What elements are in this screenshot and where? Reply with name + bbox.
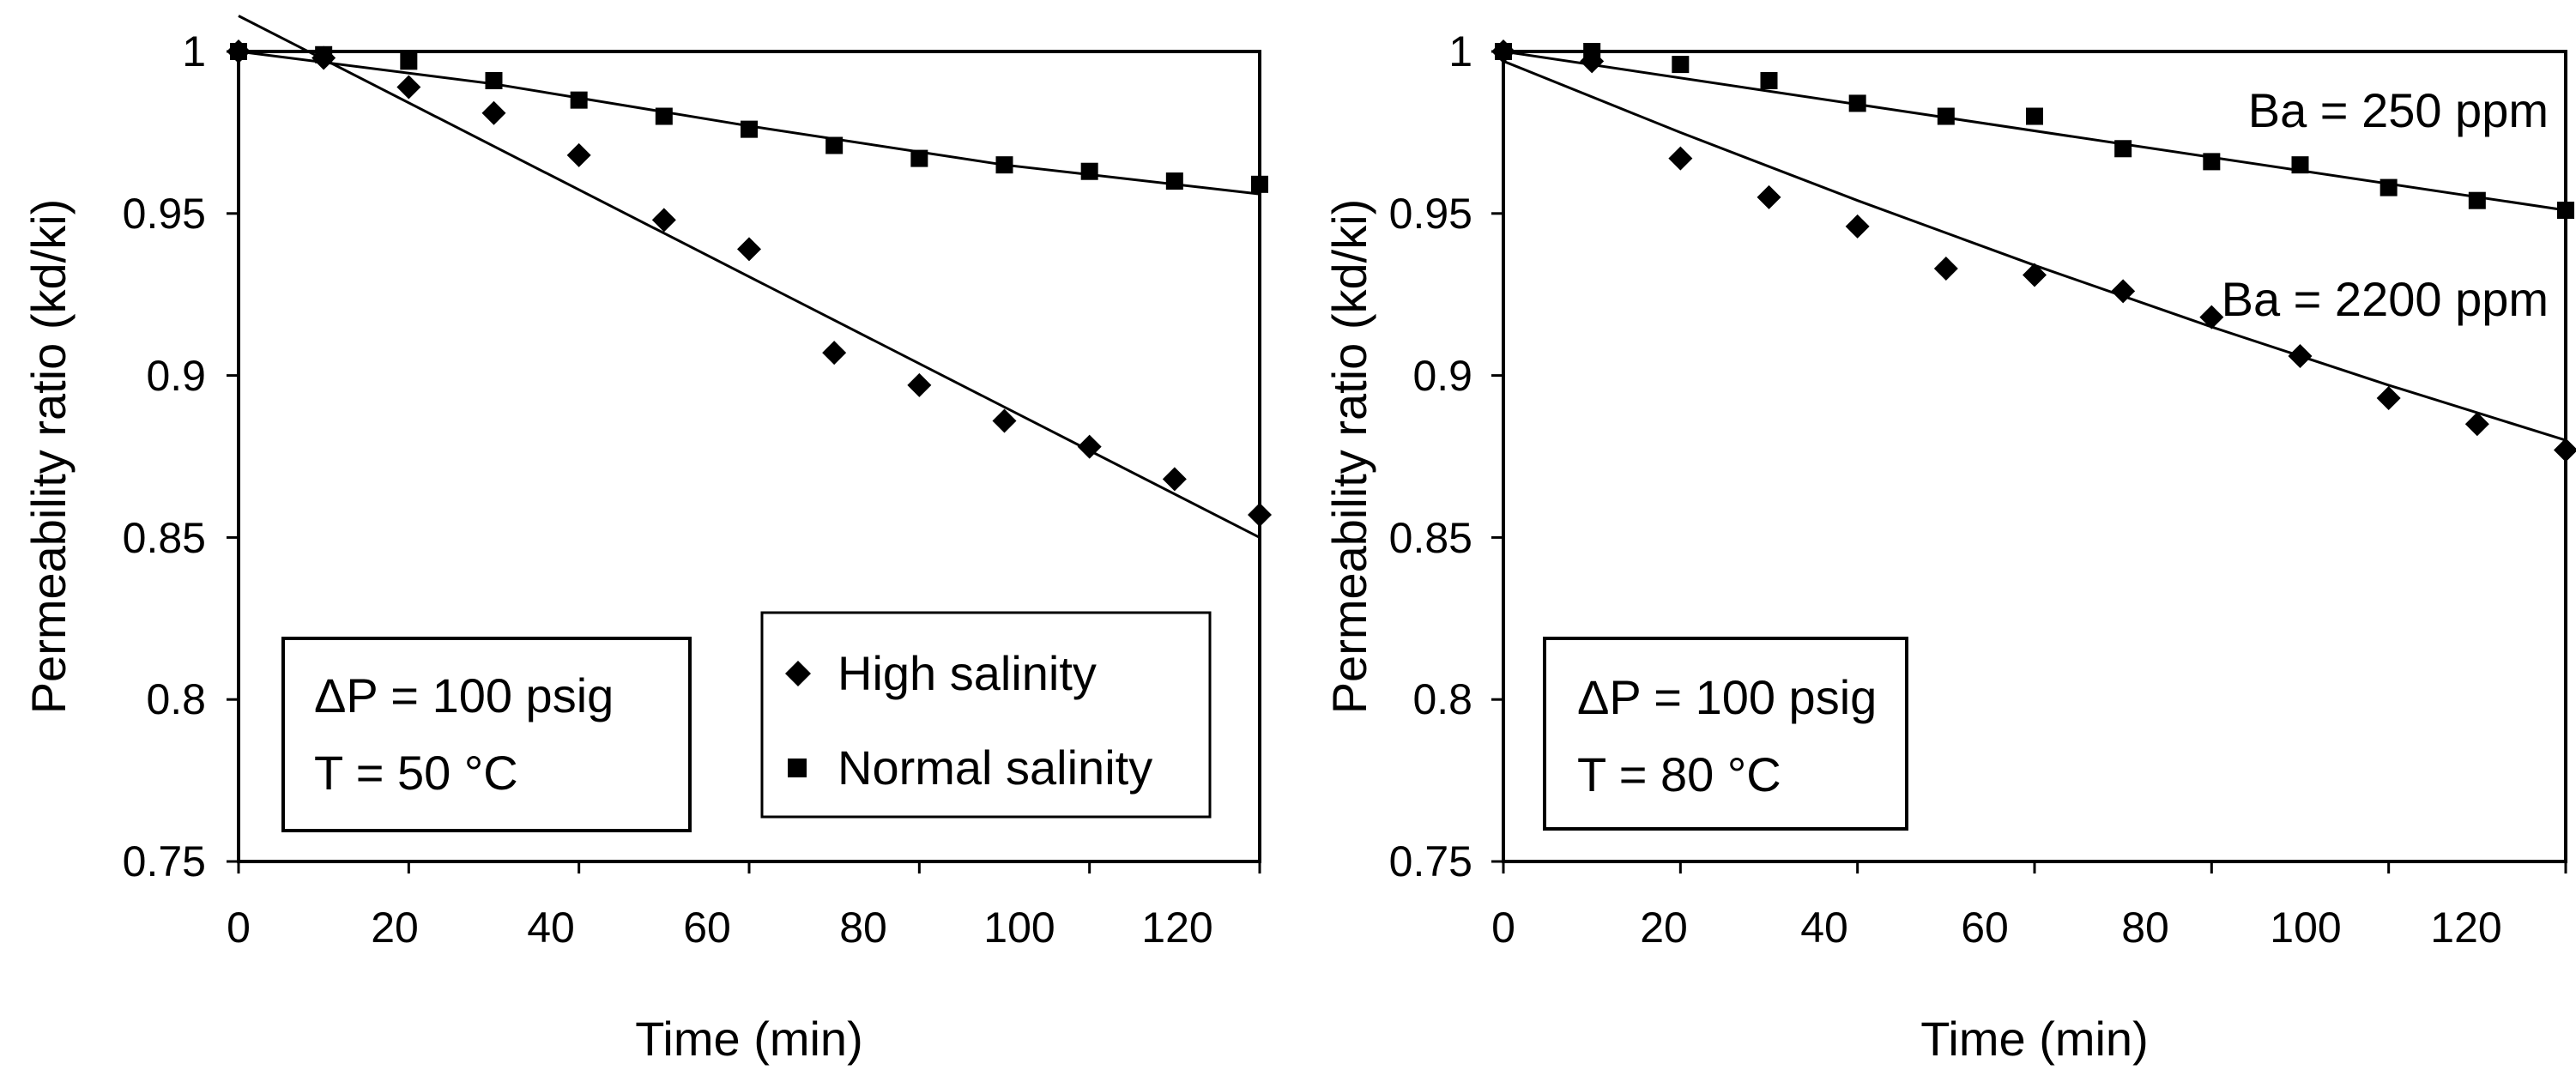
- y-axis-label: Permeability ratio (kd/ki): [21, 199, 76, 715]
- conditions-box: [1543, 637, 1908, 831]
- y-tick-label: 0.95: [123, 190, 206, 238]
- data-point-diamond: [1757, 184, 1781, 209]
- data-point-diamond: [737, 237, 761, 262]
- data-point-diamond: [651, 208, 676, 233]
- data-point-diamond: [1077, 434, 1102, 459]
- x-tick-label: 100: [2270, 904, 2341, 952]
- data-point-square: [2379, 178, 2398, 196]
- x-tick-label: 0: [1491, 904, 1515, 952]
- data-point-square: [655, 107, 673, 125]
- y-tick-label: 0.95: [1389, 190, 1472, 238]
- data-point-square: [825, 136, 844, 154]
- data-point-diamond: [2376, 386, 2401, 411]
- pressure-condition: ΔP = 100 psig: [1577, 670, 1877, 724]
- y-tick-label: 0.9: [1412, 352, 1472, 400]
- data-point-square: [400, 52, 418, 70]
- legend-label-normal-salinity: Normal salinity: [838, 740, 1152, 795]
- x-tick-label: 20: [1640, 904, 1688, 952]
- temperature-condition: T = 50 °C: [314, 746, 518, 800]
- y-tick-label: 0.75: [123, 837, 206, 886]
- y-tick-label: 0.8: [146, 675, 206, 723]
- data-point-square: [2291, 156, 2309, 174]
- data-point-diamond: [2023, 263, 2047, 287]
- y-tick-label: 1: [182, 27, 206, 76]
- y-tick-label: 0.85: [123, 514, 206, 562]
- data-point-diamond: [1248, 502, 1272, 527]
- legend-diamond-marker: [785, 661, 811, 686]
- data-point-diamond: [2111, 279, 2136, 304]
- data-point-square: [1080, 162, 1098, 180]
- data-point-diamond: [1162, 467, 1187, 492]
- data-point-square: [2468, 191, 2486, 209]
- annotation-ba-250-ppm: Ba = 250 ppm: [2248, 83, 2549, 137]
- x-tick-label: 40: [527, 904, 575, 952]
- data-point-square: [1937, 107, 1955, 125]
- y-tick-label: 0.9: [146, 352, 206, 400]
- data-point-diamond: [1491, 39, 1515, 63]
- data-point-square: [230, 43, 247, 60]
- x-tick-label: 120: [2430, 904, 2501, 952]
- data-point-square: [570, 91, 588, 109]
- x-tick-label: 60: [683, 904, 731, 952]
- x-tick-label: 100: [983, 904, 1055, 952]
- chart-barium-concentration: 0.75 0.8 0.85 0.9 0.95 1 0 20 40 60 80 1…: [1322, 27, 2576, 1066]
- data-point-square: [315, 45, 333, 63]
- data-point-diamond: [1933, 256, 1958, 281]
- y-axis-label: Permeability ratio (kd/ki): [1322, 199, 1376, 715]
- annotation-ba-2200-ppm: Ba = 2200 ppm: [2222, 272, 2549, 326]
- y-tick-label: 1: [1448, 27, 1472, 76]
- data-point-diamond: [1668, 146, 1693, 171]
- y-tick-label: 0.75: [1389, 837, 1472, 886]
- data-point-square: [1165, 172, 1183, 190]
- data-point-square: [741, 120, 758, 138]
- data-point-diamond: [481, 100, 506, 125]
- data-point-diamond: [566, 142, 591, 167]
- x-tick-label: 0: [227, 904, 251, 952]
- data-point-diamond: [1580, 49, 1605, 74]
- data-point-diamond: [907, 372, 932, 397]
- data-point-diamond: [992, 408, 1017, 433]
- pressure-condition: ΔP = 100 psig: [314, 668, 614, 722]
- legend-label-high-salinity: High salinity: [838, 646, 1097, 700]
- data-point-square: [1672, 56, 1690, 74]
- data-point-square: [2026, 107, 2043, 125]
- chart-high-vs-normal-salinity: 0.75 0.8 0.85 0.9 0.95 1 0 20 40 60 80 1…: [21, 15, 1272, 1066]
- data-markers: [227, 39, 1272, 527]
- data-point-square: [910, 149, 928, 167]
- x-tick-label: 40: [1800, 904, 1848, 952]
- data-point-diamond: [2554, 438, 2576, 462]
- x-tick-label: 80: [2121, 904, 2169, 952]
- x-tick-label: 80: [839, 904, 887, 952]
- y-tick-label: 0.8: [1412, 675, 1472, 723]
- legend: High salinity Normal salinity: [760, 611, 1212, 819]
- data-point-diamond: [396, 75, 421, 100]
- data-point-diamond: [1845, 214, 1870, 239]
- data-point-square: [1760, 71, 1778, 89]
- x-tick-label: 120: [1141, 904, 1212, 952]
- x-axis-label: Time (min): [635, 1012, 862, 1066]
- data-point-square: [2114, 140, 2132, 158]
- conditions-box: [281, 637, 692, 832]
- data-point-diamond: [2288, 343, 2313, 368]
- x-tick-label: 60: [1961, 904, 2009, 952]
- temperature-condition: T = 80 °C: [1577, 747, 1781, 801]
- legend-square-marker: [788, 759, 807, 777]
- data-point-diamond: [2199, 305, 2224, 329]
- data-point-diamond: [2464, 412, 2489, 437]
- data-point-square: [995, 156, 1013, 174]
- data-point-square: [485, 71, 503, 89]
- data-point-square: [1251, 175, 1268, 193]
- data-markers: [1491, 39, 2576, 462]
- legend-box: [760, 611, 1212, 819]
- x-axis-label: Time (min): [1920, 1012, 2148, 1066]
- y-tick-label: 0.85: [1389, 514, 1472, 562]
- data-point-square: [2203, 153, 2221, 171]
- data-point-square: [2557, 202, 2574, 220]
- data-point-square: [1848, 94, 1866, 112]
- data-point-diamond: [822, 341, 847, 366]
- x-tick-label: 20: [371, 904, 419, 952]
